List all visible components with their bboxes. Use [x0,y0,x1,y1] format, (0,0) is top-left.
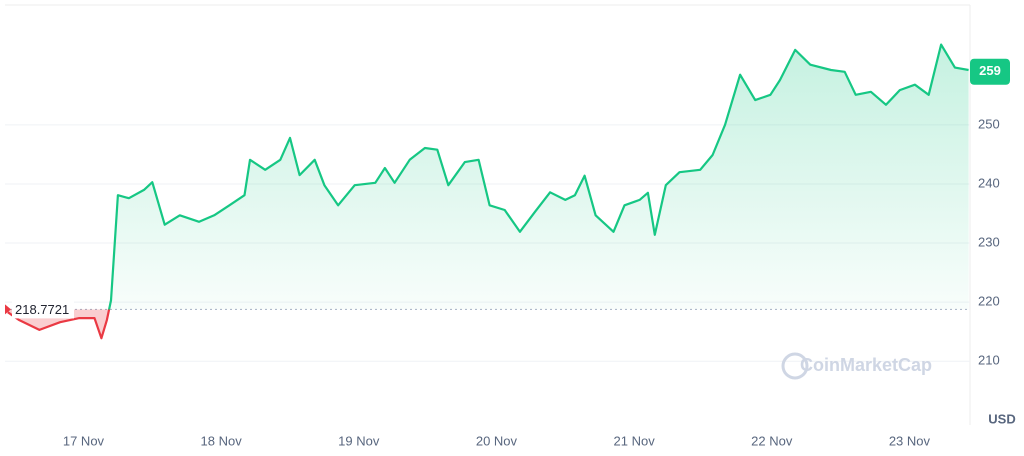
baseline-marker [5,304,11,315]
line-layer [7,43,969,340]
x-tick-label: 21 Nov [614,433,656,448]
y-tick-label: 250 [978,116,1000,131]
x-tick-label: 18 Nov [201,433,243,448]
price-area [7,44,969,339]
x-tick-label: 20 Nov [476,433,518,448]
x-tick-label: 23 Nov [889,433,931,448]
baseline-label: 218.7721 [15,302,69,317]
watermark-logo [781,352,809,380]
x-tick-label: 19 Nov [338,433,380,448]
currency-label: USD [988,411,1015,426]
area-layer [7,44,969,339]
x-tick-label: 22 Nov [751,433,793,448]
price-line [7,43,969,340]
label-layer: 210 220 230 240 250 17 Nov 18 Nov 19 Nov 20 Nov 2… [5,58,1010,448]
y-tick-label: 210 [978,353,1000,368]
current-price-label: 259 [979,63,1001,78]
current-price-tag [970,58,1010,85]
y-tick-label: 220 [978,294,1000,309]
y-tick-label: 230 [978,234,1000,249]
watermark: CoinMarketCap [800,355,932,375]
baseline-label-bg [12,300,74,319]
y-tick-label: 240 [978,175,1000,190]
x-tick-label: 17 Nov [63,433,105,448]
